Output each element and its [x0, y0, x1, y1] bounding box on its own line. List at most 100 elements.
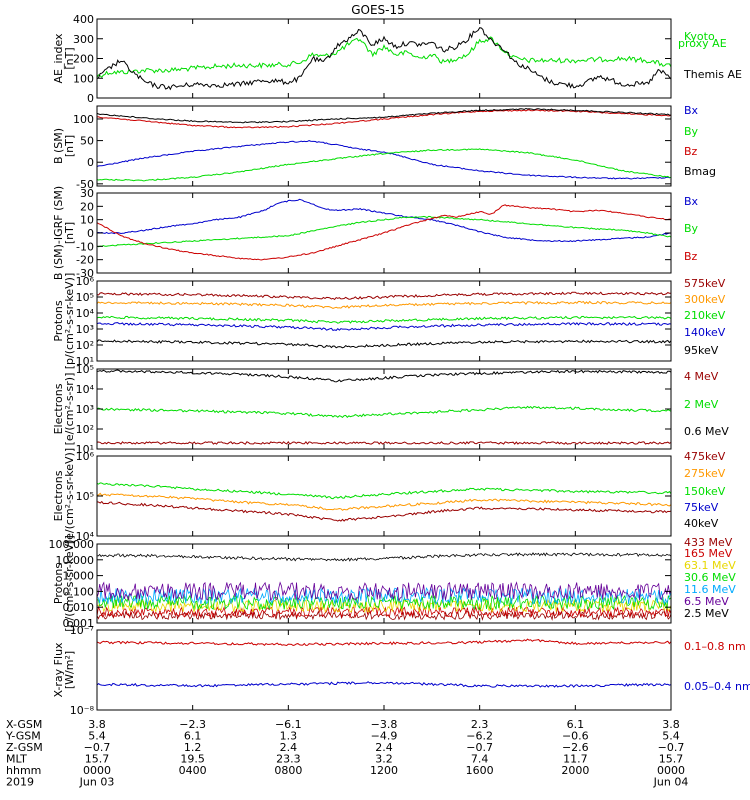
- x-axis-value: 2.4: [375, 741, 393, 754]
- series-line-475kev: [97, 500, 671, 522]
- x-axis-value: 5.4: [88, 730, 106, 743]
- legend-bz: Bz: [684, 250, 698, 263]
- y-tick-label: 100.000: [49, 538, 95, 551]
- x-axis-value: −0.6: [562, 730, 589, 743]
- x-axis-value: 2.4: [280, 741, 298, 754]
- x-axis-value: Jun 03: [79, 776, 115, 789]
- series-line-by: [97, 215, 671, 248]
- x-axis-value: 0400: [179, 764, 207, 777]
- panel-4: 10⁶ 10⁵ 10⁴ 10³ 10² 10¹ Protons[p/(cm²-s-sr-ke…: [52, 273, 726, 370]
- panel-8: 10⁻⁷ 10⁻⁸ X-ray Flux[W/m²] 0.1–0.8 nm 0.05–0…: [52, 624, 750, 717]
- panel-3-series: [97, 198, 671, 261]
- legend-95kev: 95keV: [684, 344, 719, 357]
- y-tick-label: 10⁴: [76, 307, 95, 320]
- series-line-95kev: [97, 339, 671, 349]
- y-axis-label: X-ray Flux: [52, 642, 65, 698]
- series-line-bx: [97, 140, 671, 180]
- legend-165-mev: 165 MeV: [684, 547, 733, 560]
- series-line-bz: [97, 109, 671, 129]
- y-tick-label: 10⁻⁸: [70, 704, 95, 717]
- y-tick-label: 20: [80, 200, 94, 213]
- series-line-165-mev: [97, 605, 671, 619]
- legend-275kev: 275keV: [684, 467, 726, 480]
- legend-575kev: 575keV: [684, 277, 726, 290]
- series-line-11-6-mev: [97, 586, 671, 606]
- legend-63-1-mev: 63.1 MeV: [684, 559, 736, 572]
- legend-0-1-0-8-nm: 0.1–0.8 nm: [684, 640, 746, 653]
- x-axis-value: −4.9: [371, 730, 398, 743]
- x-axis-value: 11.7: [563, 753, 588, 766]
- y-tick-label: -10: [76, 240, 94, 253]
- legend-433-mev: 433 MeV: [684, 536, 733, 549]
- y-tick-label: 100: [73, 113, 94, 126]
- x-axis-value: 6.1: [184, 730, 202, 743]
- y-tick-label: 10⁻⁷: [70, 624, 94, 637]
- panel-4-series: [97, 291, 671, 349]
- panel-2: 100 50 0 -50 B (SM)[nT] Bx By Bz Bmag: [52, 104, 716, 191]
- series-line-210kev: [97, 315, 671, 324]
- panel-5-series: [97, 369, 671, 445]
- x-axis-value: 0000: [657, 764, 685, 777]
- y-tick-label: 10²: [76, 423, 94, 436]
- y-tick-label: 10⁶: [76, 450, 95, 463]
- x-axis-row-label: 2019: [6, 776, 34, 789]
- x-axis-value: 23.3: [276, 753, 301, 766]
- y-tick-label: 10⁶: [76, 275, 95, 288]
- legend-bmag: Bmag: [684, 165, 716, 178]
- legend-150kev: 150keV: [684, 485, 726, 498]
- y-tick-label: 300: [73, 33, 94, 46]
- series-line-2-5-mev: [97, 552, 671, 562]
- y-tick-label: 10³: [76, 323, 94, 336]
- x-axis-value: −3.8: [371, 718, 398, 731]
- legend-by: By: [684, 222, 699, 235]
- x-axis-value: 2000: [561, 764, 589, 777]
- y-tick-label: 30: [80, 187, 94, 200]
- y-tick-label: 10¹: [76, 443, 94, 456]
- y-tick-label: 10²: [76, 339, 94, 352]
- legend-4-mev: 4 MeV: [684, 370, 719, 383]
- panel-2-series: [97, 107, 671, 182]
- y-tick-label: 50: [80, 135, 94, 148]
- y-tick-label: 100: [73, 72, 94, 85]
- x-axis-value: 0800: [274, 764, 302, 777]
- x-axis-value: 1.3: [280, 730, 298, 743]
- y-axis-label: [nT]: [63, 222, 76, 244]
- x-axis-row-label: X-GSM: [6, 718, 42, 731]
- series-line-4-mev: [97, 440, 671, 445]
- y-tick-label: -20: [76, 254, 94, 267]
- y-tick-label: 10⁴: [76, 530, 95, 543]
- x-axis-value: −6.1: [275, 718, 302, 731]
- x-axis-value: 7.4: [471, 753, 489, 766]
- series-line-0-05-0-4-nm: [97, 681, 671, 688]
- y-axis-label: Electrons: [52, 383, 65, 434]
- panel-6-series: [97, 482, 671, 522]
- legend-by: By: [684, 125, 699, 138]
- legend-bx: Bx: [684, 104, 699, 117]
- panel-8-series: [97, 638, 671, 688]
- y-tick-label: 10⁵: [76, 291, 94, 304]
- x-axis-value: 1200: [370, 764, 398, 777]
- x-axis-row-label: MLT: [6, 753, 27, 766]
- y-axis-label: B (SM)-IGRF (SM): [52, 186, 65, 280]
- y-tick-label: 0.010: [63, 601, 95, 614]
- y-tick-label: 10¹: [76, 355, 94, 368]
- y-tick-label: 0: [87, 227, 94, 240]
- x-axis-value: −0.7: [466, 741, 493, 754]
- y-axis-label: AE_index: [52, 33, 65, 84]
- y-axis-label: Electrons: [52, 470, 65, 521]
- series-line-275kev: [97, 492, 671, 511]
- x-axis-value: −2.3: [179, 718, 206, 731]
- legend-475kev: 475keV: [684, 450, 726, 463]
- y-axis-label: [nT]: [63, 47, 76, 69]
- series-line-bz: [97, 204, 671, 261]
- y-axis-label: [nT]: [63, 135, 76, 157]
- legend-40kev: 40keV: [684, 517, 719, 530]
- legend-140kev: 140keV: [684, 326, 726, 339]
- x-axis-value: 1600: [466, 764, 494, 777]
- series-line-6-5-mev: [97, 581, 671, 602]
- series-line-300kev: [97, 300, 671, 309]
- x-axis-value: −6.2: [466, 730, 493, 743]
